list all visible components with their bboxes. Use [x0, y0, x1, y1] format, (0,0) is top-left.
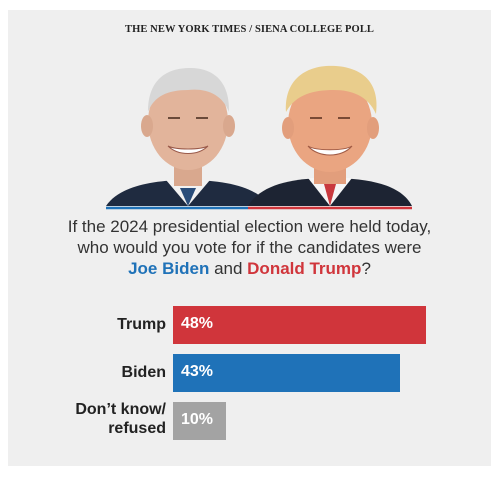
trump-name: Donald Trump: [247, 259, 362, 278]
biden-portrait: [106, 68, 270, 206]
poll-question: If the 2024 presidential election were h…: [8, 216, 491, 279]
question-and: and: [209, 259, 248, 278]
poll-source: THE NEW YORK TIMES / SIENA COLLEGE POLL: [124, 24, 375, 35]
bar: 10%: [173, 402, 226, 440]
candidate-portraits: [106, 65, 412, 210]
question-line-3: Joe Biden and Donald Trump?: [8, 258, 491, 279]
poll-bar-chart: Trump 48% Biden 43% Don’t know/refused 10%: [8, 10, 491, 466]
bar-label: Don’t know/refused: [75, 401, 166, 437]
bar-value-label: 10%: [181, 411, 214, 428]
biden-name: Joe Biden: [128, 259, 210, 278]
bar: 43%: [173, 354, 400, 392]
poll-card: THE NEW YORK TIMES / SIENA COLLEGE POLL: [8, 10, 491, 466]
trump-portrait: [248, 65, 412, 206]
question-line-2: who would you vote for if the candidates…: [77, 238, 422, 257]
bar-value-label: 43%: [181, 363, 214, 380]
bar-label: Trump: [117, 316, 166, 333]
bar-label: Biden: [121, 364, 166, 381]
question-line-1: If the 2024 presidential election were h…: [67, 217, 432, 236]
bar: 48%: [173, 306, 426, 344]
question-end: ?: [361, 259, 371, 278]
bar-value-label: 48%: [181, 315, 214, 332]
